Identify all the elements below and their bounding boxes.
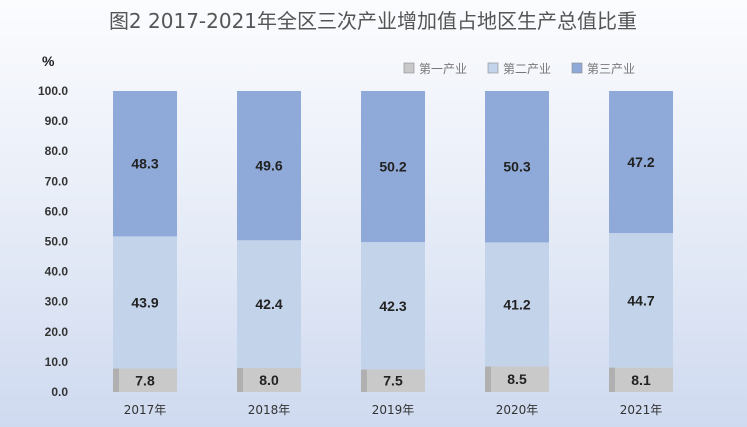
x-tick-label: 2017年	[124, 403, 167, 417]
x-tick-label: 2018年	[248, 403, 291, 417]
y-tick-label: 90.0	[45, 114, 69, 128]
legend-swatch	[487, 62, 499, 74]
x-tick-label: 2020年	[496, 403, 539, 417]
bar-group: 8.5 41.2 50.3	[485, 91, 549, 392]
bar-value-label: 43.9	[131, 294, 158, 310]
bar-segment	[485, 242, 549, 367]
bar-segment	[113, 91, 177, 237]
bar-segment-shade	[485, 366, 491, 392]
bar-value-label: 7.5	[383, 373, 403, 389]
legend: 第一产业 第二产业 第三产业	[403, 62, 635, 76]
bar-segment	[609, 367, 673, 392]
bar-segment-shade	[113, 368, 119, 392]
y-tick-label: 10.0	[45, 355, 69, 369]
legend-label: 第三产业	[587, 62, 635, 76]
bar-group: 7.5 42.3 50.2	[361, 91, 425, 392]
bar-segment	[609, 91, 673, 234]
bar-segment	[485, 366, 549, 392]
bar-value-label: 42.4	[255, 296, 282, 312]
bar-segment-shade	[237, 367, 243, 392]
bar-group: 8.0 42.4 49.6	[237, 91, 301, 392]
bar-value-label: 8.1	[631, 372, 651, 388]
bar-value-label: 42.3	[379, 298, 406, 314]
chart-title: 图2 2017-2021年全区三次产业增加值占地区生产总值比重	[109, 9, 637, 33]
legend-label: 第二产业	[503, 62, 551, 76]
bar-value-label: 47.2	[627, 154, 654, 170]
bar-segment	[361, 369, 425, 392]
bar-segment	[237, 367, 301, 392]
y-tick-label: 60.0	[45, 204, 69, 218]
bar-value-label: 8.5	[507, 371, 527, 387]
y-tick-label: 70.0	[45, 174, 69, 188]
bar-segment	[361, 91, 425, 243]
bar-value-label: 50.2	[379, 159, 406, 175]
bar-segment	[113, 368, 177, 392]
bar-value-label: 48.3	[131, 156, 158, 172]
bars: 7.8 43.9 48.3 8.0 42.4 49.6 7.5 42.3 50.2 8.5 41.2…	[113, 91, 673, 392]
y-tick-label: 80.0	[45, 144, 69, 158]
bar-segment	[237, 240, 301, 368]
bar-segment	[609, 233, 673, 368]
y-tick-label: 100.0	[38, 84, 68, 98]
bar-segment	[237, 91, 301, 241]
y-tick-label: 20.0	[45, 325, 69, 339]
y-tick-label: 0.0	[51, 385, 68, 399]
bar-value-label: 7.8	[135, 372, 155, 388]
y-tick-label: 30.0	[45, 295, 69, 309]
x-tick-label: 2019年	[372, 403, 415, 417]
bar-value-label: 44.7	[627, 292, 654, 308]
legend-swatch	[403, 62, 415, 74]
legend-swatch	[571, 62, 583, 74]
bar-segment	[361, 242, 425, 370]
bar-segment-shade	[609, 367, 615, 392]
legend-label: 第一产业	[419, 62, 467, 76]
bar-value-label: 41.2	[503, 296, 530, 312]
bar-value-label: 8.0	[259, 372, 279, 388]
bar-segment	[113, 236, 177, 369]
x-axis: 2017年 2018年 2019年 2020年 2021年	[124, 403, 663, 417]
y-axis-unit: %	[42, 53, 55, 69]
bar-value-label: 50.3	[503, 159, 530, 175]
bar-segment-shade	[361, 369, 367, 392]
x-tick-label: 2021年	[620, 403, 663, 417]
bar-group: 7.8 43.9 48.3	[113, 91, 177, 392]
bar-segment	[485, 91, 549, 243]
y-tick-label: 50.0	[45, 235, 69, 249]
bar-value-label: 49.6	[255, 158, 282, 174]
y-axis: 0.0 10.0 20.0 30.0 40.0 50.0 60.0 70.0 80.0 90.0 1…	[38, 84, 68, 399]
y-tick-label: 40.0	[45, 265, 69, 279]
bar-group: 8.1 44.7 47.2	[609, 91, 673, 392]
